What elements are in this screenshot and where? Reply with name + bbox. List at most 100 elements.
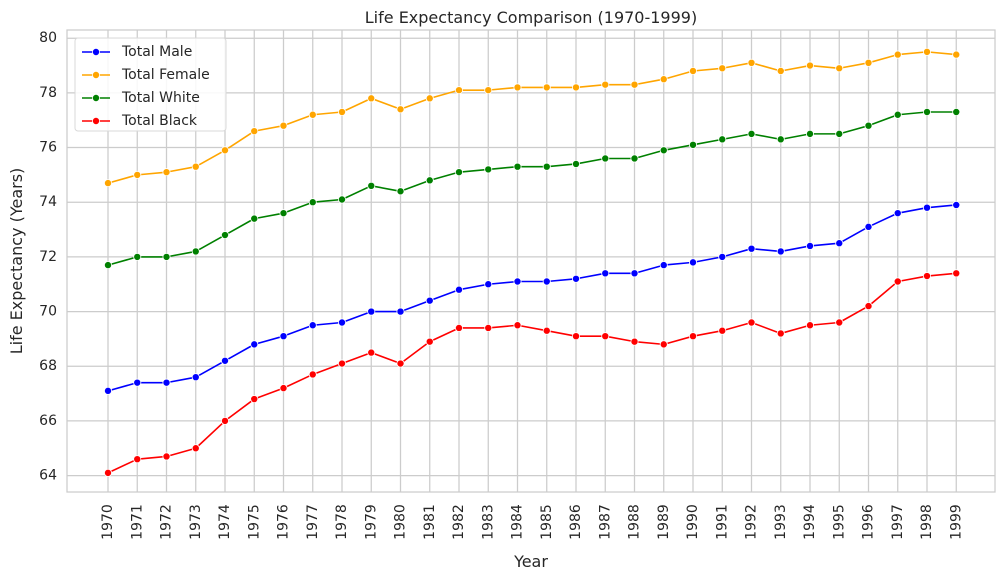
data-point xyxy=(513,83,522,92)
data-point xyxy=(104,386,113,395)
data-point xyxy=(718,135,727,144)
data-point xyxy=(367,348,376,357)
x-tick-label: 1971 xyxy=(129,504,145,540)
data-point xyxy=(337,359,346,368)
data-point xyxy=(425,176,434,185)
x-tick-label: 1980 xyxy=(393,504,409,540)
data-point xyxy=(659,261,668,270)
data-point xyxy=(806,129,815,138)
data-point xyxy=(454,86,463,95)
x-tick-label: 1993 xyxy=(773,504,789,540)
data-point xyxy=(308,321,317,330)
x-tick-label: 1983 xyxy=(480,504,496,540)
x-tick-label: 1973 xyxy=(188,504,204,540)
data-point xyxy=(425,296,434,305)
data-point xyxy=(630,154,639,163)
data-point xyxy=(484,86,493,95)
y-tick-label: 78 xyxy=(39,85,57,101)
x-tick-label: 1984 xyxy=(510,504,526,540)
data-point xyxy=(484,280,493,289)
legend-item: Total Female xyxy=(82,67,210,83)
data-point xyxy=(923,272,932,281)
data-point xyxy=(806,241,815,250)
data-point xyxy=(923,47,932,56)
data-point xyxy=(513,321,522,330)
legend-label: Total Male xyxy=(121,44,192,60)
data-point xyxy=(220,356,229,365)
data-point xyxy=(425,337,434,346)
data-point xyxy=(893,50,902,59)
data-point xyxy=(133,378,142,387)
data-point xyxy=(367,181,376,190)
data-point xyxy=(776,247,785,256)
data-point xyxy=(572,159,581,168)
data-point xyxy=(864,58,873,67)
data-point xyxy=(513,277,522,286)
x-tick-label: 1988 xyxy=(627,504,643,540)
series-total-male xyxy=(104,200,961,395)
data-point xyxy=(250,395,259,404)
data-point xyxy=(718,326,727,335)
legend-item: Total Black xyxy=(82,113,198,129)
data-point xyxy=(952,108,961,117)
x-tick-label: 1985 xyxy=(539,504,555,540)
data-point xyxy=(162,252,171,261)
x-tick-label: 1975 xyxy=(246,504,262,540)
data-point xyxy=(308,198,317,207)
data-point xyxy=(572,274,581,283)
data-point xyxy=(250,214,259,223)
data-point xyxy=(191,373,200,382)
data-point xyxy=(747,58,756,67)
data-point xyxy=(454,323,463,332)
data-point xyxy=(601,80,610,89)
data-point xyxy=(220,146,229,155)
data-point xyxy=(952,200,961,209)
data-point xyxy=(396,307,405,316)
y-tick-label: 64 xyxy=(39,468,57,484)
data-point xyxy=(864,121,873,130)
series-layer xyxy=(104,47,961,477)
y-tick-label: 66 xyxy=(39,413,57,429)
data-point xyxy=(630,80,639,89)
x-tick-label: 1979 xyxy=(363,504,379,540)
data-point xyxy=(133,252,142,261)
data-point xyxy=(542,326,551,335)
data-point xyxy=(104,261,113,270)
x-tick-label: 1989 xyxy=(656,504,672,540)
data-point xyxy=(601,269,610,278)
data-point xyxy=(689,67,698,76)
series-line xyxy=(107,272,957,474)
series-line xyxy=(107,111,957,266)
data-point xyxy=(133,170,142,179)
series-line xyxy=(107,51,957,184)
x-tick-label: 1974 xyxy=(217,504,233,540)
data-point xyxy=(952,269,961,278)
data-point xyxy=(747,318,756,327)
data-point xyxy=(162,168,171,177)
data-point xyxy=(747,129,756,138)
data-point xyxy=(864,222,873,231)
series-total-black xyxy=(104,269,961,477)
data-point xyxy=(572,332,581,341)
data-point xyxy=(776,329,785,338)
data-point xyxy=(425,94,434,103)
data-point xyxy=(923,203,932,212)
x-tick-label: 1981 xyxy=(422,504,438,540)
x-tick-label: 1991 xyxy=(714,504,730,540)
data-point xyxy=(630,337,639,346)
data-point xyxy=(220,231,229,240)
data-point xyxy=(250,340,259,349)
series-line xyxy=(107,204,957,392)
data-point xyxy=(835,318,844,327)
data-point xyxy=(776,135,785,144)
data-point xyxy=(835,239,844,248)
data-point xyxy=(279,209,288,218)
data-point xyxy=(659,75,668,84)
data-point xyxy=(952,50,961,59)
data-point xyxy=(893,277,902,286)
data-point xyxy=(513,162,522,171)
x-tick-label: 1976 xyxy=(276,504,292,540)
y-tick-label: 80 xyxy=(39,30,57,46)
legend-item: Total White xyxy=(82,90,200,106)
